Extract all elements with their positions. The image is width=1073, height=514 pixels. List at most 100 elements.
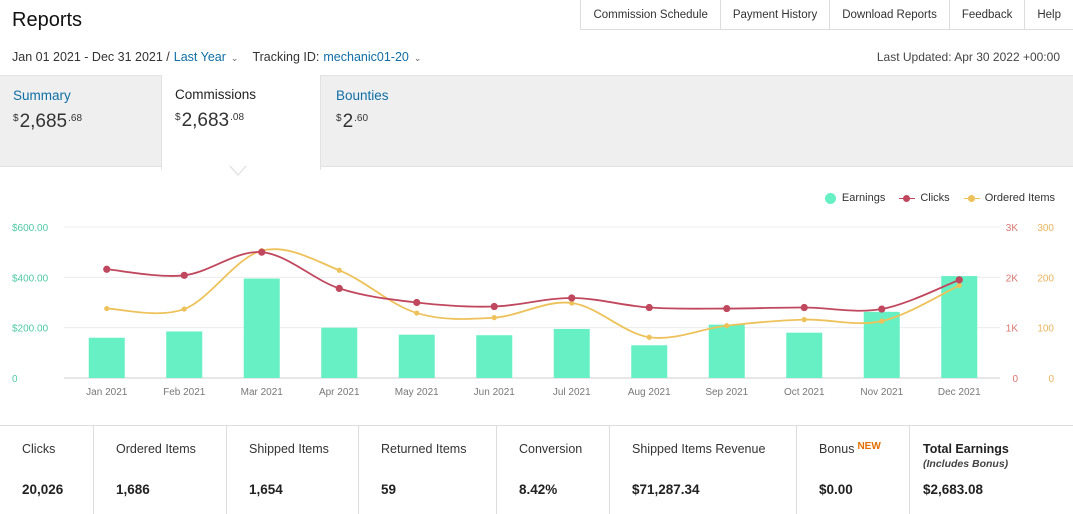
x-tick-label: Sep 2021 — [705, 387, 748, 398]
tab-label: Commissions — [175, 87, 257, 102]
stat-label: Shipped Items — [249, 442, 329, 456]
earnings-bar — [321, 327, 358, 378]
tab-bounties[interactable]: Bounties $ 2 .60 — [323, 76, 483, 168]
y-right-clicks-tick-label: 1K — [1006, 324, 1019, 335]
ordered-items-point — [956, 282, 962, 288]
legend-label: Earnings — [841, 192, 886, 204]
stat-returned-items: Returned Items 59 — [359, 426, 497, 514]
ordered-items-point — [724, 323, 730, 329]
clicks-point — [878, 305, 886, 313]
currency-symbol: $ — [336, 113, 342, 124]
clicks-point — [103, 265, 111, 273]
ordered-items-point — [336, 267, 342, 273]
ordered-items-point — [646, 334, 652, 340]
y-right-clicks-tick-label: 2K — [1006, 273, 1019, 284]
commission-schedule-link[interactable]: Commission Schedule — [580, 0, 720, 30]
stat-label: Returned Items — [381, 442, 467, 456]
new-badge: NEW — [857, 441, 881, 452]
clicks-point — [800, 303, 808, 312]
download-reports-link[interactable]: Download Reports — [829, 0, 949, 30]
x-tick-label: Feb 2021 — [163, 387, 206, 398]
help-link[interactable]: Help — [1024, 0, 1073, 30]
chevron-down-icon[interactable]: ⌄ — [230, 52, 239, 63]
earnings-bar — [88, 337, 125, 378]
tracking-id-label: Tracking ID: — [252, 50, 320, 64]
ordered-items-point — [801, 317, 807, 323]
amount-cents: .08 — [230, 112, 245, 123]
y-right-items-tick-label: 200 — [1037, 273, 1054, 284]
amount-whole: 2,685 — [19, 111, 68, 132]
clicks-point — [413, 298, 421, 307]
amount-whole: 2,683 — [181, 110, 230, 131]
clicks-point — [645, 303, 653, 312]
ordered-items-point — [414, 310, 420, 316]
y-right-items-tick-label: 300 — [1037, 223, 1054, 234]
tab-commissions[interactable]: Commissions $ 2,683 .08 — [161, 75, 321, 170]
date-range-text: Jan 01 2021 - Dec 31 2021 / — [12, 50, 170, 64]
tracking-id-dropdown[interactable]: mechanic01-20 — [323, 50, 409, 64]
period-dropdown[interactable]: Last Year — [173, 50, 226, 64]
y-left-tick-label: $400.00 — [12, 273, 49, 284]
stat-value: 20,026 — [22, 482, 64, 497]
y-left-tick-label: $600.00 — [12, 223, 49, 234]
stat-value: 8.42% — [519, 482, 558, 497]
earnings-bar — [243, 278, 280, 378]
tab-label: Summary — [13, 88, 71, 103]
total-earnings-label: Total Earnings — [923, 442, 1009, 456]
stat-value: 1,654 — [249, 482, 283, 497]
x-tick-label: Jan 2021 — [86, 387, 128, 398]
clicks-point — [335, 284, 343, 293]
ordered-items-point — [879, 318, 885, 324]
chart-plot: 0 0 0 $200.00 1K 100 $400.00 2K 200 $600.00 3K 300 J… — [12, 223, 1054, 398]
y-right-clicks-tick-label: 0 — [1012, 374, 1018, 385]
total-earnings-sublabel: (Includes Bonus) — [923, 458, 1009, 470]
earnings-bar — [941, 276, 978, 378]
tab-label: Bounties — [336, 88, 389, 103]
stat-clicks: Clicks 20,026 — [0, 426, 94, 514]
stat-value: 1,686 — [116, 482, 150, 497]
amount-cents: .60 — [354, 113, 369, 124]
legend-item-clicks[interactable]: Clicks — [899, 192, 950, 204]
ordered-items-swatch — [963, 193, 980, 204]
ordered-items-point — [181, 306, 187, 312]
earnings-bar — [631, 345, 668, 378]
legend-label: Ordered Items — [984, 192, 1055, 204]
ordered-items-point — [491, 315, 497, 321]
y-left-tick-label: $200.00 — [12, 324, 49, 335]
chart-legend: Earnings Clicks Ordered Items — [811, 192, 1055, 204]
payment-history-link[interactable]: Payment History — [719, 0, 830, 30]
feedback-link[interactable]: Feedback — [948, 0, 1025, 30]
x-tick-label: Jun 2021 — [474, 387, 516, 398]
stat-value: $2,683.08 — [923, 482, 984, 497]
report-filters: Jan 01 2021 - Dec 31 2021 / Last Year ⌄ … — [12, 50, 435, 64]
amount-cents: .68 — [68, 113, 83, 124]
commissions-chart: Earnings Clicks Ordered Items 0 0 0 $200.00… — [0, 180, 1073, 420]
clicks-point — [490, 302, 498, 311]
clicks-swatch — [899, 193, 916, 204]
report-tabs: Summary $ 2,685 .68 Commissions $ 2,683 … — [0, 75, 1073, 170]
x-tick-label: Oct 2021 — [784, 387, 825, 398]
x-tick-label: Mar 2021 — [241, 387, 284, 398]
stat-label: Bonus NEW — [819, 441, 909, 474]
clicks-point — [258, 248, 266, 256]
x-tick-label: Dec 2021 — [938, 387, 981, 398]
clicks-point — [723, 304, 731, 313]
earnings-swatch — [824, 192, 836, 204]
y-right-items-tick-label: 0 — [1048, 374, 1054, 385]
earnings-bar — [166, 331, 203, 378]
currency-symbol: $ — [175, 112, 181, 123]
amount-whole: 2 — [342, 111, 354, 132]
stat-shipped-items: Shipped Items 1,654 — [227, 426, 359, 514]
stat-label: Clicks — [22, 442, 56, 456]
bonus-label: Bonus — [819, 442, 855, 456]
x-tick-label: Nov 2021 — [860, 387, 903, 398]
y-right-clicks-tick-label: 3K — [1006, 223, 1019, 234]
stat-value: $0.00 — [819, 482, 853, 497]
last-updated: Last Updated: Apr 30 2022 +00:00 — [876, 50, 1060, 64]
tab-summary[interactable]: Summary $ 2,685 .68 — [0, 76, 160, 168]
stat-value: 59 — [381, 482, 397, 497]
legend-item-earnings[interactable]: Earnings — [824, 192, 886, 204]
stat-value: $71,287.34 — [632, 482, 700, 497]
legend-item-ordered-items[interactable]: Ordered Items — [963, 192, 1055, 204]
chevron-down-icon[interactable]: ⌄ — [413, 52, 422, 63]
